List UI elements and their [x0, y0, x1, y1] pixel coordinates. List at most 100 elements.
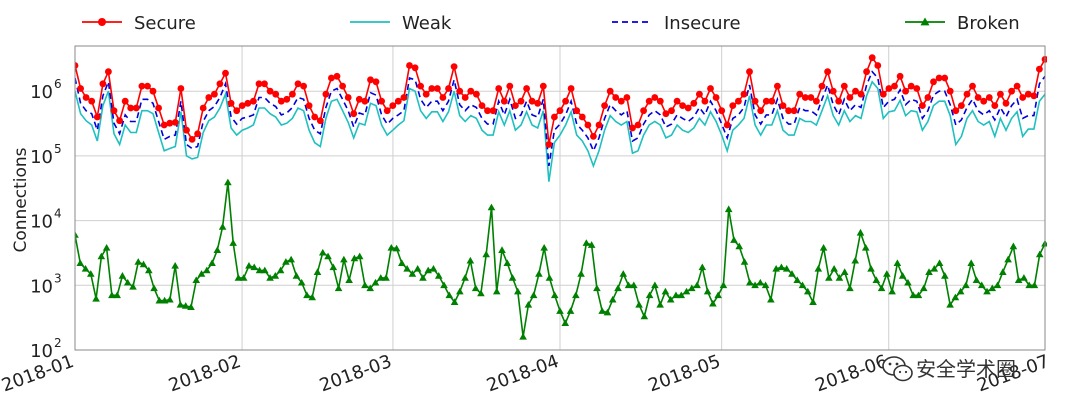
data-point-secure: [746, 68, 753, 76]
data-point-broken: [977, 281, 986, 289]
data-point-broken: [318, 248, 327, 256]
data-point-broken: [456, 287, 464, 295]
data-point-broken: [751, 281, 759, 289]
data-point-secure: [294, 80, 302, 88]
data-point-broken: [176, 300, 185, 308]
data-point-secure: [261, 80, 268, 88]
data-point-broken: [239, 274, 248, 281]
data-point-broken: [956, 287, 965, 295]
x-tick-label: 2018-02: [166, 351, 244, 396]
data-point-secure: [316, 117, 324, 125]
data-point-broken: [171, 262, 179, 269]
data-point-broken: [340, 255, 348, 263]
data-point-broken: [75, 231, 79, 238]
data-point-broken: [666, 295, 675, 303]
data-point-broken: [1035, 250, 1044, 258]
data-point-secure: [980, 97, 988, 105]
data-point-broken: [661, 287, 670, 295]
data-point-secure: [339, 82, 346, 90]
data-point-secure: [127, 104, 135, 112]
data-point-secure: [1030, 92, 1038, 100]
data-point-secure: [718, 107, 726, 115]
data-point-broken: [1009, 242, 1018, 250]
data-point-secure: [378, 97, 385, 105]
data-point-broken: [740, 258, 749, 265]
data-point-secure: [645, 97, 653, 105]
data-point-secure: [155, 104, 163, 112]
data-point-secure: [545, 141, 553, 148]
data-point-secure: [394, 97, 402, 105]
y-axis-label: Connections: [11, 147, 31, 252]
legend-label: Secure: [134, 13, 196, 34]
data-point-broken: [245, 262, 253, 269]
data-point-broken: [108, 291, 116, 299]
data-point-secure: [456, 87, 464, 95]
data-point-secure: [266, 87, 274, 95]
data-point-broken: [593, 284, 601, 292]
data-point-broken: [229, 239, 237, 246]
data-point-broken: [861, 243, 870, 251]
data-point-secure: [250, 97, 257, 105]
data-point-secure: [629, 124, 636, 132]
y-tick-exponent: 5: [54, 142, 62, 156]
data-point-broken: [371, 278, 380, 286]
data-point-broken: [76, 259, 85, 267]
data-point-broken: [624, 281, 633, 289]
data-point-broken: [846, 284, 854, 292]
data-point-secure: [879, 90, 887, 98]
data-point-secure: [428, 85, 436, 92]
data-point-broken: [930, 264, 939, 272]
data-point-broken: [572, 291, 580, 299]
data-point-broken: [350, 254, 359, 262]
data-point-broken: [81, 264, 90, 272]
data-point-secure: [556, 107, 564, 115]
data-point-broken: [487, 203, 496, 211]
data-point-secure: [578, 113, 586, 121]
data-point-broken: [1030, 281, 1039, 289]
data-point-secure: [762, 97, 770, 105]
data-point-secure: [121, 97, 129, 105]
watermark: 安全学术圈: [882, 356, 1016, 382]
data-point-broken: [276, 266, 285, 274]
data-point-secure: [813, 97, 820, 105]
data-point-secure: [952, 107, 960, 115]
data-point-broken: [814, 264, 823, 272]
data-point-broken: [830, 264, 838, 272]
data-point-secure: [723, 121, 731, 129]
data-point-broken: [809, 298, 817, 305]
data-point-broken: [888, 287, 896, 295]
data-point-secure: [227, 99, 235, 107]
data-point-secure: [372, 78, 380, 86]
data-point-broken: [893, 259, 902, 267]
data-point-secure: [891, 82, 898, 90]
data-point-secure: [411, 64, 419, 72]
data-point-secure: [188, 136, 196, 143]
data-point-secure: [489, 107, 497, 115]
data-point-broken: [925, 268, 933, 275]
data-point-secure: [913, 85, 921, 92]
data-point-secure: [919, 102, 926, 109]
data-point-broken: [181, 302, 190, 309]
data-point-secure: [623, 94, 631, 101]
data-point-broken: [492, 287, 501, 295]
y-tick-label: 10: [30, 276, 53, 297]
data-point-broken: [450, 298, 459, 305]
data-point-secure: [183, 126, 190, 134]
data-point-secure: [350, 110, 358, 118]
data-point-secure: [75, 62, 79, 69]
data-point-secure: [88, 97, 96, 105]
data-point-secure: [166, 119, 174, 127]
data-point-secure: [885, 85, 893, 92]
data-point-broken: [440, 281, 448, 289]
data-point-broken: [988, 284, 997, 292]
data-point-broken: [714, 291, 722, 299]
data-point-secure: [946, 87, 954, 95]
data-point-secure: [171, 119, 179, 126]
data-point-broken: [645, 291, 654, 299]
data-point-broken: [118, 272, 127, 279]
data-point-broken: [856, 228, 865, 236]
data-point-secure: [82, 94, 90, 101]
data-point-broken: [745, 278, 754, 286]
